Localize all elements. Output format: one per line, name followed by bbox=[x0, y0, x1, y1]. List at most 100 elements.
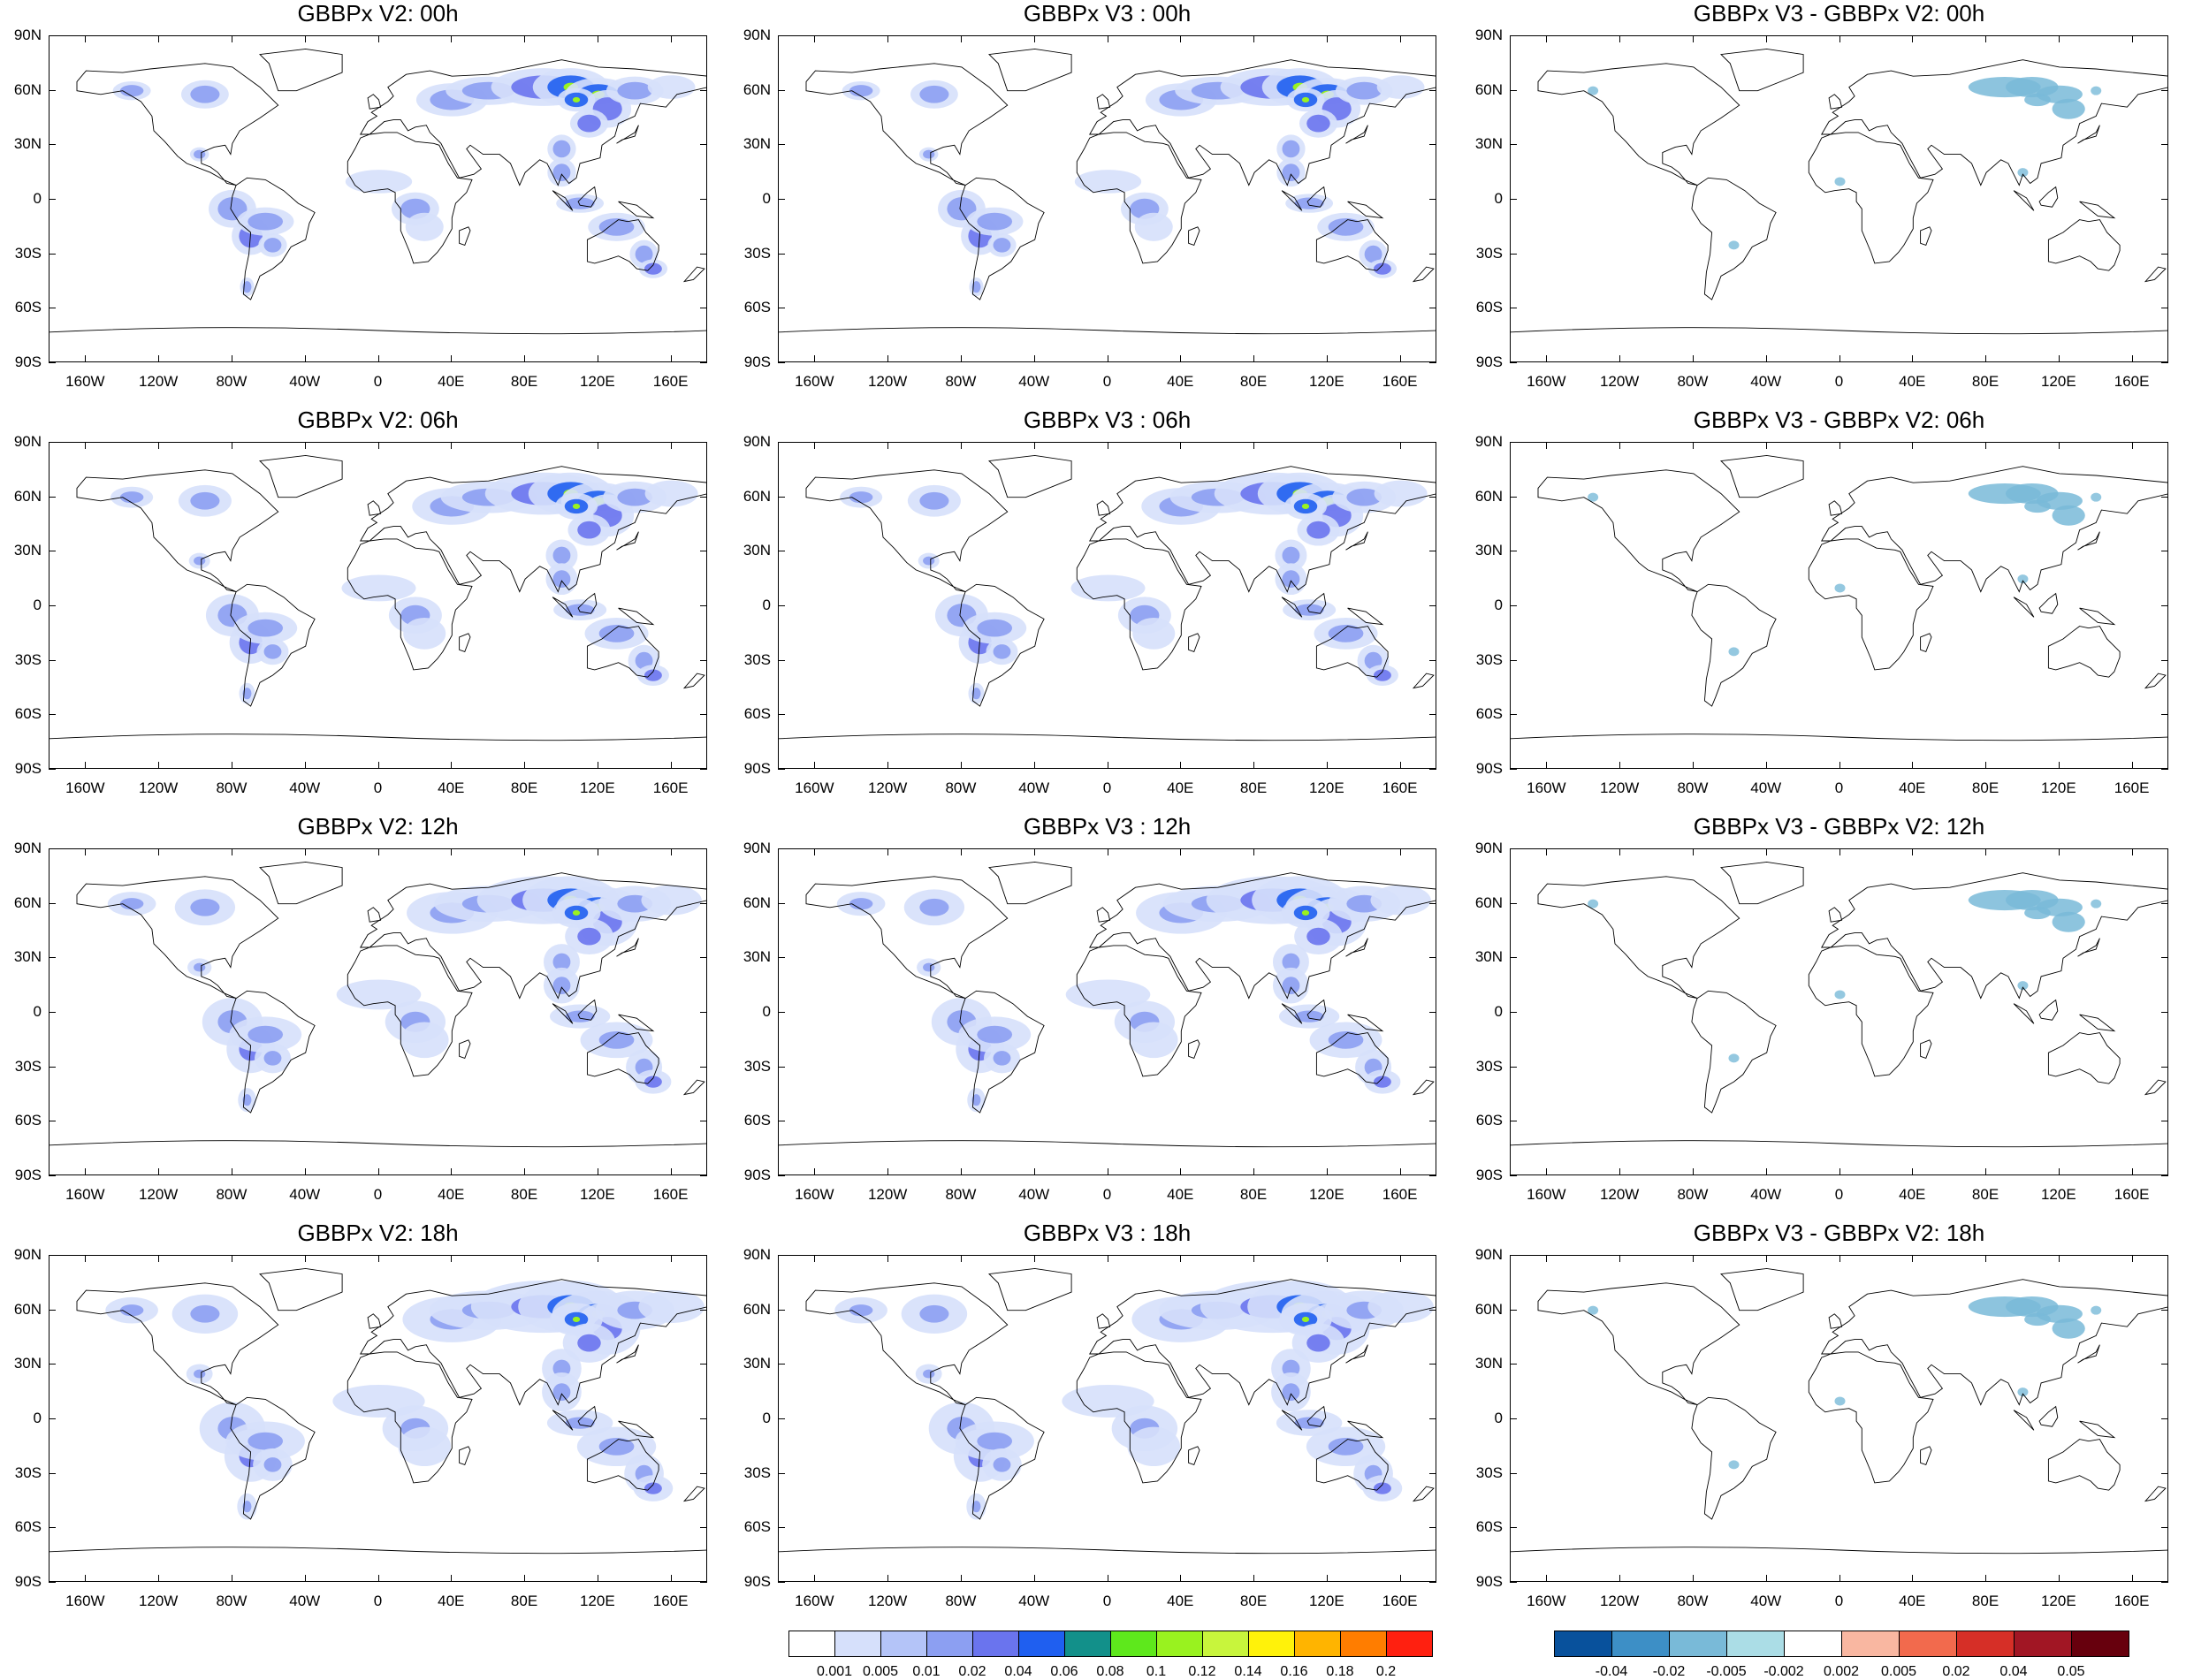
difference-region bbox=[1834, 990, 1846, 1000]
longitude-tick bbox=[1546, 1168, 1548, 1175]
latitude-tick bbox=[2161, 659, 2168, 661]
emission-region bbox=[403, 617, 446, 650]
colorbar-label: -0.002 bbox=[1763, 1664, 1804, 1679]
latitude-tick bbox=[1429, 89, 1436, 91]
latitude-label: 90N bbox=[1474, 433, 1503, 450]
longitude-label: 0 bbox=[1102, 1186, 1112, 1203]
coastline bbox=[2079, 1420, 2116, 1439]
longitude-tick bbox=[1546, 762, 1548, 769]
emission-region bbox=[190, 85, 220, 103]
longitude-tick bbox=[1985, 848, 1987, 855]
longitude-label: 120W bbox=[138, 779, 179, 796]
longitude-tick bbox=[960, 442, 962, 449]
colorbar-label: 0.14 bbox=[1234, 1664, 1262, 1679]
latitude-label: 90S bbox=[1475, 1167, 1503, 1183]
longitude-label: 120E bbox=[579, 779, 615, 796]
latitude-label: 30N bbox=[13, 948, 42, 966]
latitude-tick bbox=[778, 1418, 785, 1419]
latitude-tick bbox=[2161, 1472, 2168, 1474]
coastline bbox=[805, 469, 1009, 593]
latitude-label: 0 bbox=[762, 1410, 771, 1426]
longitude-label: 80E bbox=[510, 1186, 538, 1203]
latitude-tick bbox=[49, 1309, 56, 1311]
latitude-tick bbox=[700, 253, 707, 255]
longitude-tick bbox=[1033, 355, 1035, 362]
latitude-label: 0 bbox=[33, 190, 42, 207]
longitude-label: 80E bbox=[1239, 779, 1268, 796]
colorbar-swatch bbox=[1340, 1631, 1387, 1657]
longitude-tick bbox=[1839, 442, 1840, 449]
map-plot bbox=[778, 35, 1436, 362]
coastline bbox=[586, 1032, 659, 1084]
coastline bbox=[616, 1344, 639, 1364]
latitude-label: 30S bbox=[14, 244, 42, 262]
emission-region bbox=[849, 898, 873, 910]
latitude-tick bbox=[1510, 362, 1517, 363]
difference-region bbox=[1588, 899, 1599, 908]
latitude-tick bbox=[1429, 1012, 1436, 1013]
colorbar-swatch bbox=[2071, 1631, 2129, 1657]
longitude-label: 80E bbox=[510, 373, 538, 390]
longitude-tick bbox=[1839, 1575, 1840, 1582]
coastline bbox=[616, 125, 639, 144]
map-panel: GBBPx V3 - GBBPx V2: 06h 90N 60N 30N 0 30S 60S… bbox=[1475, 407, 2168, 822]
coastline bbox=[1691, 990, 1777, 1114]
longitude-label: 80E bbox=[510, 779, 538, 796]
longitude-tick bbox=[814, 1575, 816, 1582]
coastline bbox=[616, 938, 639, 957]
emission-region bbox=[248, 619, 284, 637]
longitude-label: 120E bbox=[579, 1186, 615, 1203]
latitude-tick bbox=[2161, 1066, 2168, 1068]
longitude-label: 40W bbox=[289, 1186, 321, 1203]
coastline bbox=[682, 266, 705, 283]
longitude-label: 120E bbox=[579, 1593, 615, 1609]
coastline bbox=[360, 872, 706, 1000]
colorbar-label: 0.005 bbox=[1880, 1664, 1917, 1679]
coastline bbox=[347, 132, 473, 264]
longitude-tick bbox=[2131, 1255, 2133, 1262]
coastline bbox=[347, 1351, 473, 1484]
emission-region bbox=[598, 217, 635, 236]
latitude-tick bbox=[778, 253, 785, 255]
coastline bbox=[1345, 531, 1368, 551]
emission-region bbox=[1364, 245, 1382, 263]
emission-region bbox=[1074, 170, 1142, 194]
latitude-tick bbox=[1510, 1012, 1517, 1013]
coastline bbox=[618, 201, 655, 219]
longitude-label: 80E bbox=[1239, 1186, 1268, 1203]
longitude-label: 160W bbox=[1527, 373, 1566, 390]
longitude-tick bbox=[1253, 1575, 1255, 1582]
longitude-tick bbox=[1033, 35, 1035, 42]
longitude-tick bbox=[1619, 848, 1621, 855]
longitude-label: 120W bbox=[867, 779, 908, 796]
longitude-tick bbox=[1765, 442, 1767, 449]
longitude-tick bbox=[304, 762, 306, 769]
coastline bbox=[2013, 1003, 2035, 1024]
coastline bbox=[367, 907, 382, 923]
coastline bbox=[577, 186, 598, 208]
coastline bbox=[1920, 226, 1932, 246]
longitude-label: 160E bbox=[1382, 779, 1418, 796]
emission-region bbox=[1282, 570, 1300, 589]
longitude-tick bbox=[85, 1255, 87, 1262]
longitude-tick bbox=[1839, 848, 1840, 855]
longitude-tick bbox=[814, 1255, 816, 1262]
longitude-tick bbox=[1180, 1575, 1182, 1582]
longitude-label: 40W bbox=[1750, 373, 1782, 390]
longitude-label: 40E bbox=[438, 1186, 465, 1203]
emission-region bbox=[1062, 1384, 1154, 1418]
longitude-label: 40W bbox=[1750, 779, 1782, 796]
longitude-tick bbox=[1765, 848, 1767, 855]
latitude-label: 30N bbox=[13, 135, 42, 153]
longitude-label: 80W bbox=[1677, 1593, 1709, 1609]
coastline bbox=[1188, 226, 1200, 246]
difference-region bbox=[1728, 1460, 1740, 1470]
colorbar-label: 0.005 bbox=[862, 1664, 899, 1679]
longitude-tick bbox=[1839, 762, 1840, 769]
latitude-tick bbox=[2161, 769, 2168, 770]
emission-region bbox=[1376, 75, 1425, 99]
latitude-label: 90S bbox=[1475, 353, 1503, 370]
latitude-tick bbox=[778, 362, 785, 363]
coastline bbox=[2038, 1405, 2059, 1427]
latitude-tick bbox=[2161, 1175, 2168, 1176]
